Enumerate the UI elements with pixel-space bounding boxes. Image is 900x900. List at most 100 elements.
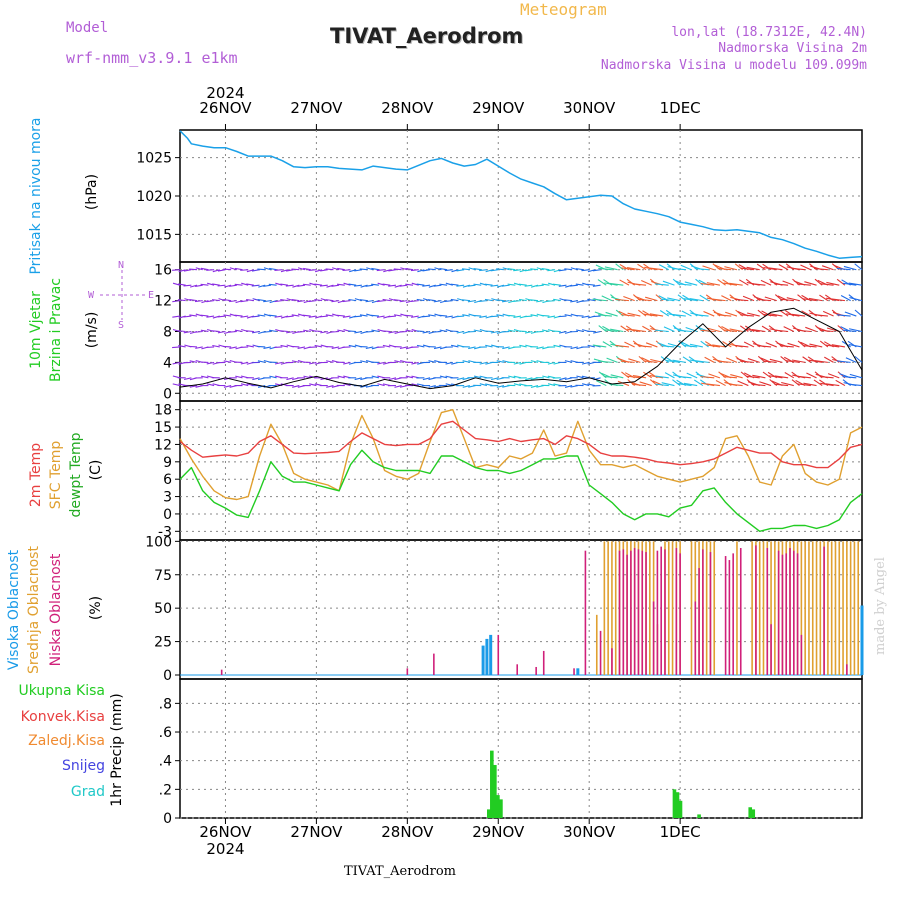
precip-legend-item: Zaledj.Kisa [28,733,105,749]
wind-arrow [715,379,726,387]
wind-arrow [371,375,380,379]
wind-arrow [184,298,192,302]
wind-arrow [206,269,215,271]
wind-arrow [490,330,499,334]
wind-arrow [581,269,590,272]
y-tick-label: 1020 [136,189,172,205]
wind-arrow [581,361,590,365]
pressure-side-label: Pritisak na nivou mora [28,117,44,274]
wind-arrow [314,283,323,286]
wind-arrow [416,298,425,302]
wind-arrow [201,375,209,379]
wind-arrow [507,329,516,333]
wind-arrow [564,299,573,302]
wind-arrow [615,263,624,271]
wind-arrow [473,314,482,317]
wind-arrow [422,330,431,334]
wind-arrow [694,267,709,271]
wind-arrow [400,267,408,271]
y-tick-label: 3 [163,490,172,506]
wind-arrow [280,269,289,273]
wind-arrow [268,283,277,286]
wind-arrow [336,283,345,286]
wind-arrow [808,297,823,302]
wind-arrow [451,269,459,273]
wind-arrow [553,298,561,302]
wind-arrow [507,314,516,317]
wind-arrow [240,383,249,387]
y-tick-label: 100 [145,534,172,550]
wind-arrow [627,312,641,317]
wind-arrow [189,360,198,363]
wind-arrow [206,300,215,303]
wind-arrow [467,300,476,303]
wind-arrow [461,299,470,302]
wind-arrow [314,344,323,348]
wind-arrow [518,298,527,302]
wind-arrow [721,295,732,302]
wind-arrow [717,360,732,363]
wind-arrow [602,341,613,348]
wind-arrow [207,282,215,286]
wind-arrow [836,267,851,271]
wind-arrow [183,269,192,272]
wind-arrow [280,330,289,333]
wind-arrow [354,377,362,381]
precip-unit-label-text: 1hr Precip (mm) [109,693,125,806]
wind-arrow [654,329,669,333]
wind-arrow [303,329,311,333]
wind-arrow [251,284,260,287]
temp-unit-label: (C) [88,460,104,481]
wind-arrow [183,377,192,381]
precip-bar [486,809,491,818]
wind-arrow [649,267,664,271]
wind-unit-label-text: (m/s) [84,312,100,349]
wind-arrow [502,346,510,350]
wind-arrow [462,385,470,388]
wind-arrow [291,314,300,317]
wind-arrow [752,374,766,379]
wind-arrow [286,298,294,302]
y-tick-label: 8 [163,325,172,341]
mid-cloud-label: Srednja Oblacnost [26,546,42,674]
sfc-temp-label: SFC Temp [48,441,64,510]
wind-arrow [530,385,539,388]
wind-arrow [791,313,806,317]
wind-arrow [468,346,476,350]
wind-arrow [707,327,721,333]
wind-arrow [683,382,698,387]
top-date-label: 30NOV [563,99,616,117]
wind-arrow [468,267,476,271]
wind-arrow [405,329,414,333]
wind-arrow [632,383,647,387]
wind-arrow [217,284,226,287]
wind-arrow [201,300,209,304]
wind-arrow [667,297,681,302]
wind-arrow [405,314,414,317]
wind-arrow [734,298,749,302]
wind-arrow [393,268,402,271]
bottom-date-label: 27NOV [290,823,343,841]
wind-arrow [787,342,800,348]
wind-arrow [183,330,192,334]
wind-arrow [365,284,374,287]
wind-arrow [624,341,635,348]
wind-arrow [359,268,368,271]
precip-unit-label: 1hr Precip (mm) [109,693,125,806]
wind-arrow [343,282,351,286]
wind-arrow [849,328,863,333]
wind-arrow [206,315,215,318]
wind-arrow [456,315,465,318]
wind-arrow [645,342,658,348]
wind-arrow [217,269,226,272]
bottom-date-label: 1DEC [660,823,701,841]
wind-arrow [598,267,612,271]
wind-arrow [723,282,738,286]
wind-arrow [564,314,573,317]
wind-arrow [525,377,533,381]
wind-arrow [694,360,709,363]
wind-arrow [371,267,380,271]
wind-arrow [479,269,487,272]
wind-arrow [570,300,578,303]
mid-cloud-label-text: Srednja Oblacnost [26,546,42,674]
